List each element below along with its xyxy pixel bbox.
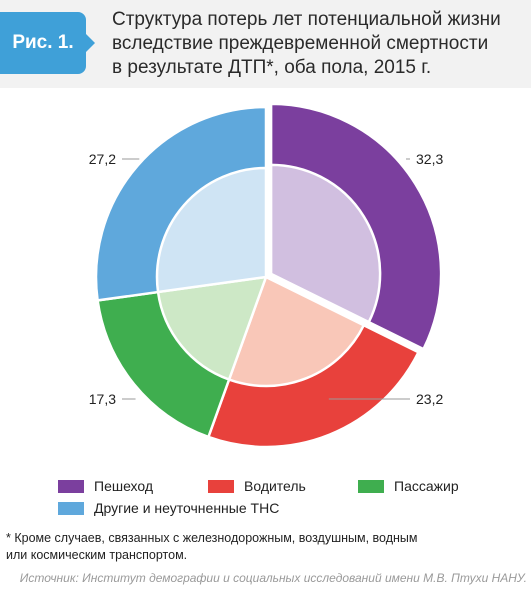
legend-swatch-driver	[208, 479, 234, 493]
pie-inner-slice-pedestrian	[269, 163, 382, 324]
legend-item-passenger: Пассажир	[358, 478, 459, 494]
value-label-pedestrian: 32,3	[416, 151, 443, 167]
value-label-passenger: 17,3	[89, 391, 116, 407]
pie-inner-slice-driver	[227, 275, 366, 388]
legend-label-passenger: Пассажир	[394, 478, 459, 494]
legend-item-driver: Водитель	[208, 478, 306, 494]
chart-title-line-2: вследствие преждевременной смертности	[112, 33, 489, 54]
footnote-line-2: или космическим транспортом.	[6, 548, 188, 562]
legend-label-driver: Водитель	[244, 478, 306, 494]
legend-item-other: Другие и неуточненные ТНС	[58, 500, 279, 516]
footnote-line-1: * Кроме случаев, связанных с железнодоро…	[6, 531, 418, 545]
value-label-driver: 23,2	[416, 391, 443, 407]
legend-label-pedestrian: Пешеход	[94, 478, 154, 494]
legend-label-other: Другие и неуточненные ТНС	[94, 500, 280, 516]
pie-chart: 32,3 23,2 17,3 27,2	[89, 102, 444, 449]
legend-item-pedestrian: Пешеход	[58, 478, 153, 494]
source-note: Источник: Институт демографии и социальн…	[19, 571, 527, 585]
chart-title-line-1: Структура потерь лет потенциальной жизни	[112, 9, 501, 30]
pie-inner-slice-passenger	[156, 275, 268, 382]
chart-header: Рис. 1. Структура потерь лет потенциальн…	[0, 0, 531, 88]
legend-swatch-pedestrian	[58, 479, 84, 493]
figure-label-arrow	[86, 34, 95, 52]
footnote: * Кроме случаев, связанных с железнодоро…	[6, 530, 526, 564]
pie-inner-slice-other	[155, 166, 268, 294]
figure-label: Рис. 1.	[0, 12, 86, 74]
value-label-other: 27,2	[89, 151, 116, 167]
value-labels: 32,3 23,2 17,3 27,2	[89, 151, 444, 407]
chart-title: Структура потерь лет потенциальной жизни…	[112, 8, 522, 80]
legend-swatch-passenger	[358, 479, 384, 493]
pie-inner-disc	[155, 163, 382, 388]
pie-slices	[94, 102, 443, 449]
chart-title-line-3: в результате ДТП*, оба пола, 2015 г.	[112, 57, 432, 78]
legend-swatch-other	[58, 501, 84, 515]
